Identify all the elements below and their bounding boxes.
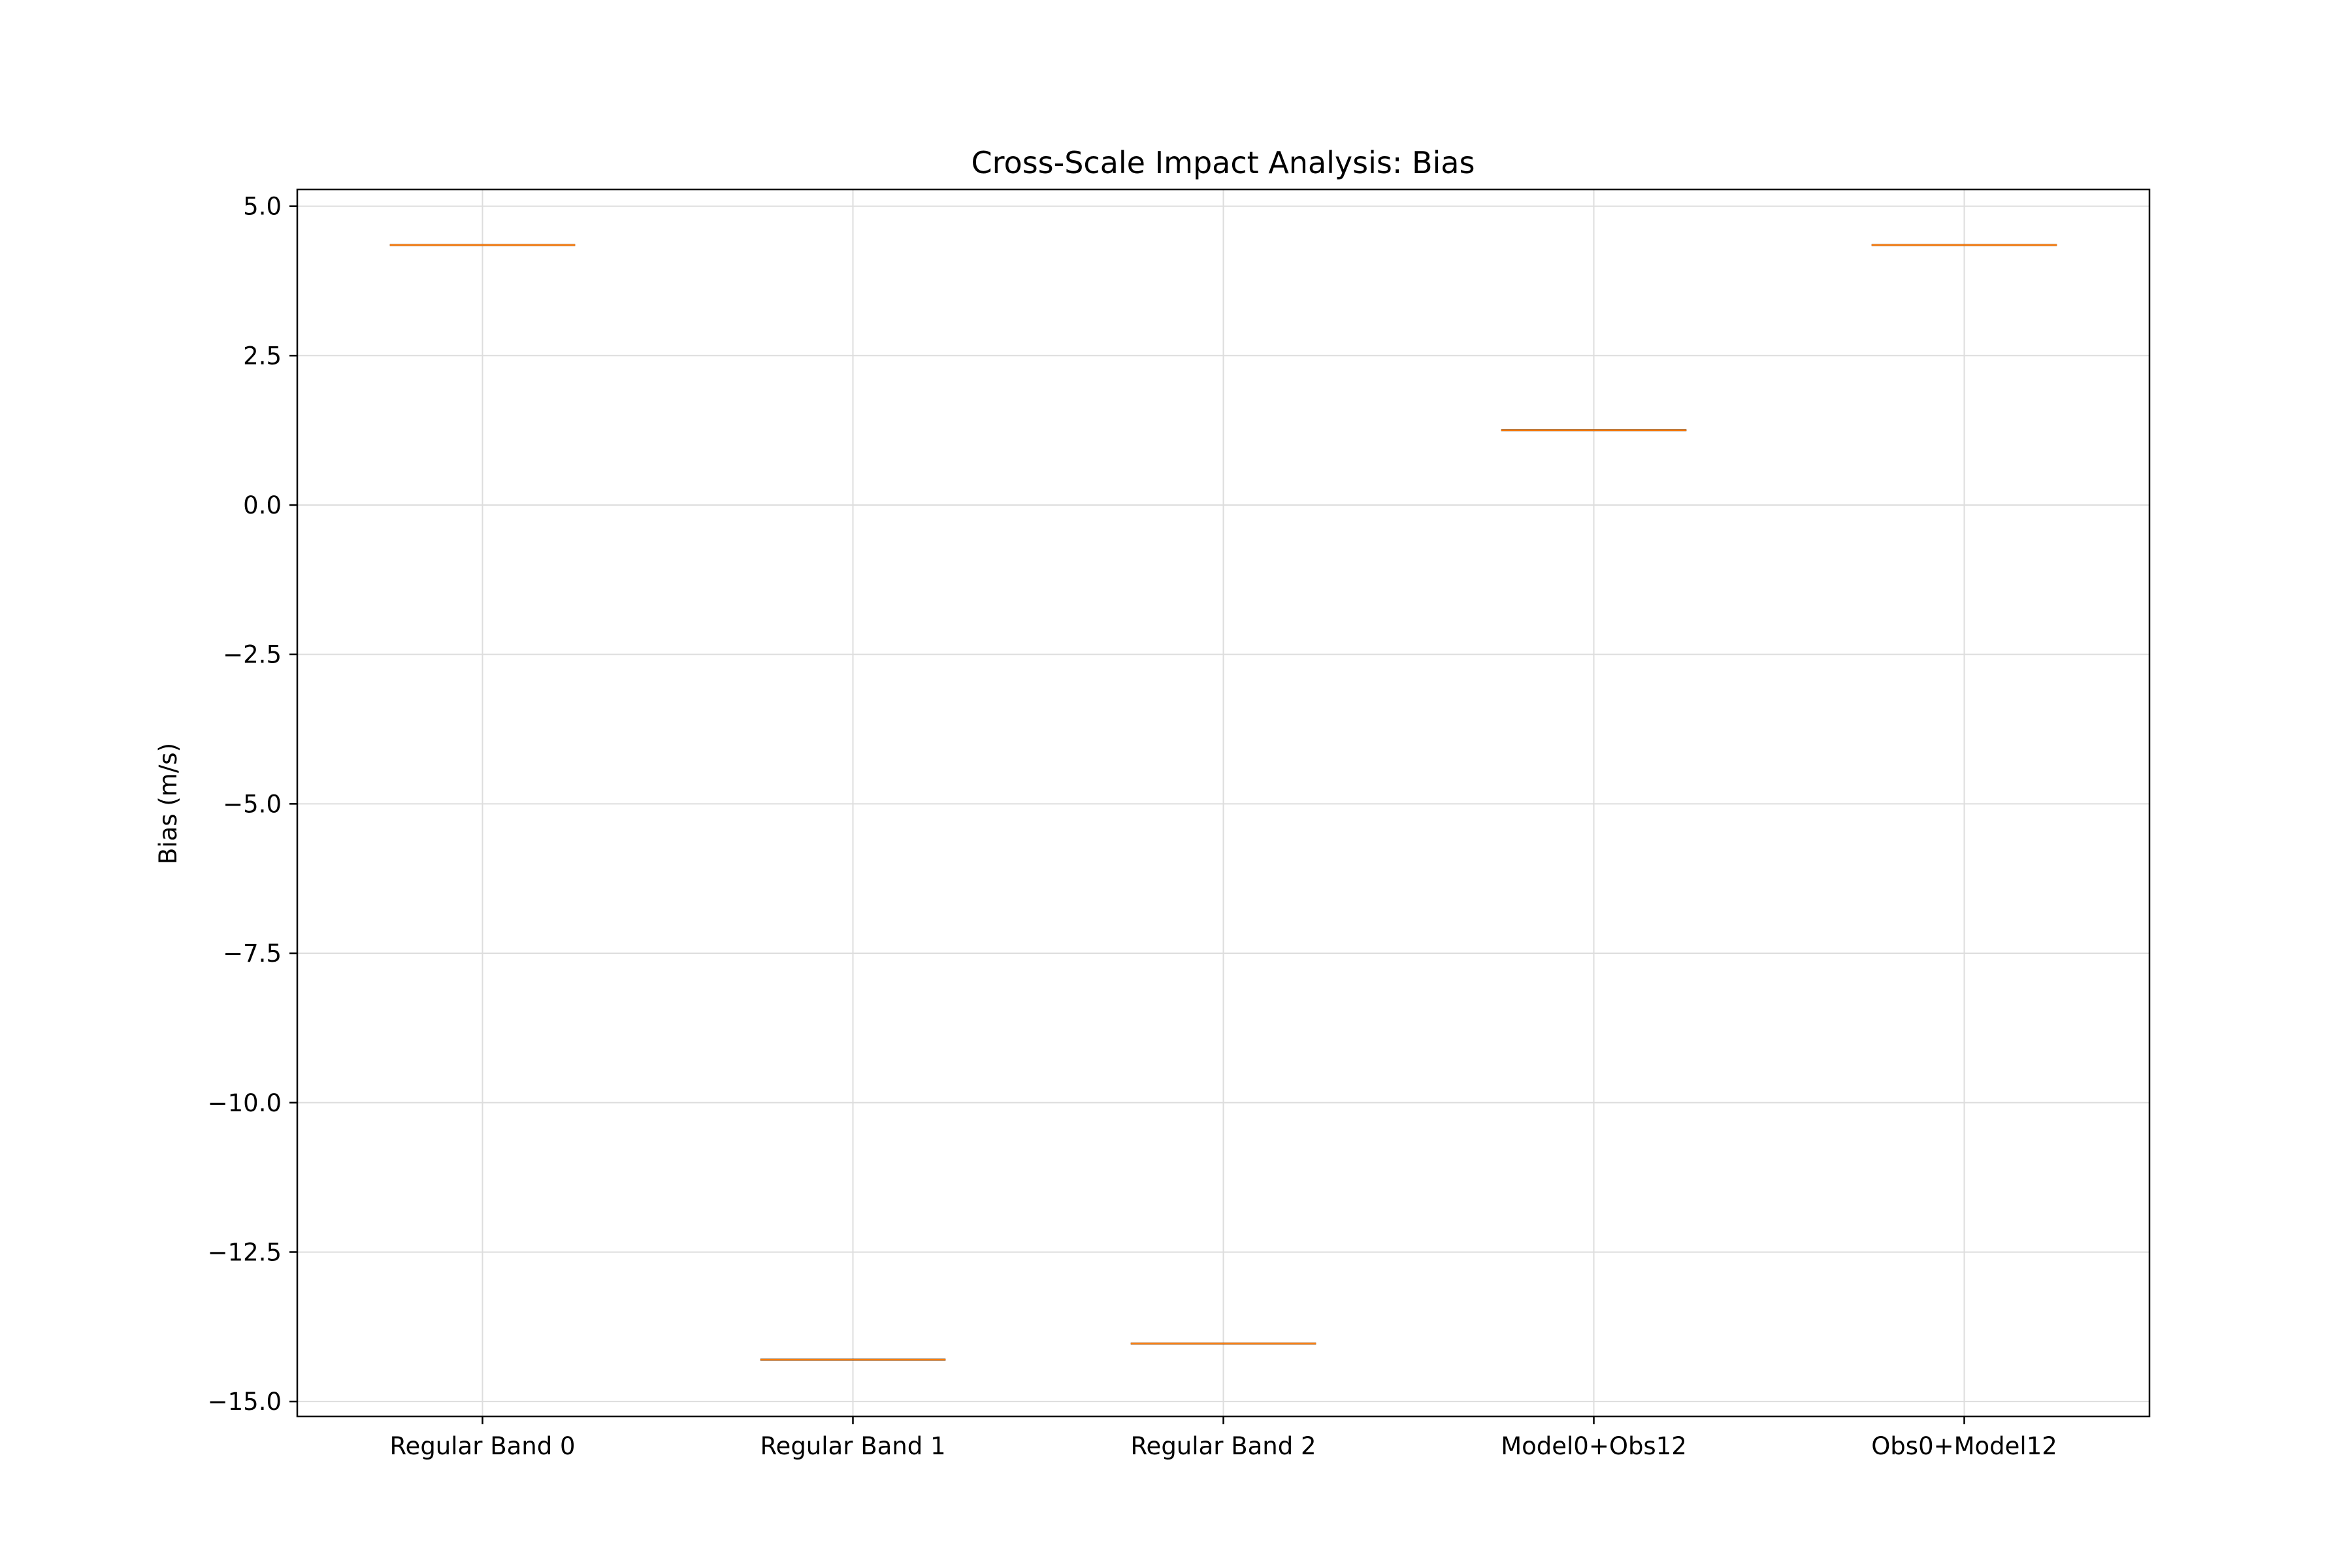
x-tick-label: Model0+Obs12 <box>1501 1432 1687 1460</box>
y-tick-label: −2.5 <box>223 641 282 669</box>
x-tick-label: Obs0+Model12 <box>1871 1432 2057 1460</box>
x-tick-label: Regular Band 0 <box>390 1432 576 1460</box>
y-tick-label: −15.0 <box>208 1388 282 1416</box>
y-tick-label: −12.5 <box>208 1238 282 1266</box>
y-tick-label: −10.0 <box>208 1089 282 1117</box>
x-tick-label: Regular Band 1 <box>760 1432 946 1460</box>
marks-layer <box>389 244 2057 1361</box>
y-tick-label: −7.5 <box>223 939 282 968</box>
y-axis-label: Bias (m/s) <box>154 743 182 864</box>
y-tick-label: 5.0 <box>243 193 282 221</box>
x-tick-label: Regular Band 2 <box>1131 1432 1316 1460</box>
ticks-layer: 5.0 2.5 0.0 −2.5 −5.0 −7.5 −10.0 −12.5 −15.0 Regu… <box>208 193 2057 1460</box>
y-tick-label: −5.0 <box>223 790 282 818</box>
grid-layer <box>297 189 2149 1416</box>
chart-title: Cross-Scale Impact Analysis: Bias <box>972 145 1475 180</box>
y-tick-label: 2.5 <box>243 342 282 370</box>
y-tick-label: 0.0 <box>243 491 282 519</box>
